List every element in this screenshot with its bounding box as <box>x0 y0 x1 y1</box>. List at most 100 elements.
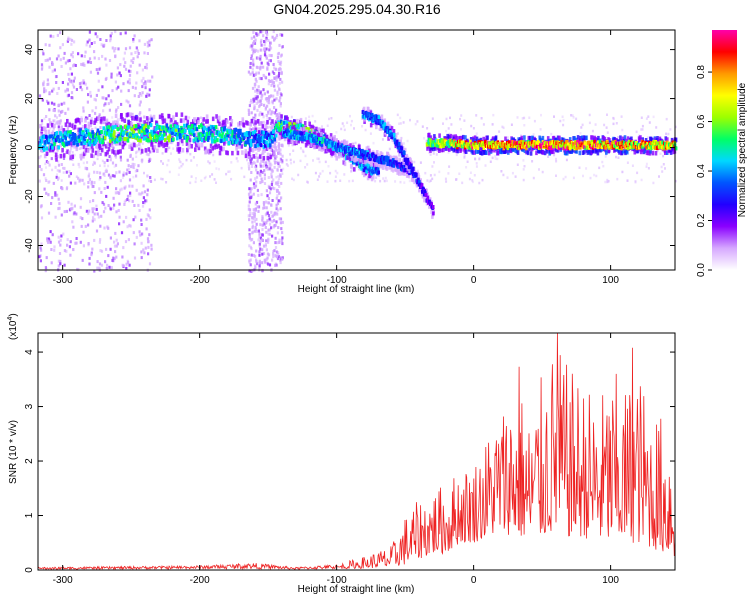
spectrogram-band-halo <box>545 149 549 154</box>
spectrogram-noise-cell <box>70 38 74 42</box>
spectrogram-noise-cell <box>260 103 263 106</box>
spectrogram-noise-cell <box>250 165 253 168</box>
spectrogram-band-cell <box>95 138 98 143</box>
spectrogram-band-cell <box>279 122 282 127</box>
spectrogram-band-cell <box>363 150 366 155</box>
spectrogram-speckle-cell <box>674 125 677 129</box>
spectrogram-speckle-cell <box>502 173 505 177</box>
spectrogram-band-cell <box>143 130 147 135</box>
spectrogram-band-halo <box>367 107 370 112</box>
spectrogram-speckle-cell <box>655 126 658 129</box>
spectrogram-noise-cell <box>264 75 267 79</box>
spectrogram-band-halo <box>222 146 225 152</box>
spectrogram-noise-cell <box>258 103 261 107</box>
spectrogram-speckle-cell <box>469 171 472 174</box>
spectrogram-speckle-cell <box>646 136 649 139</box>
spectrogram-speckle-cell <box>134 170 137 173</box>
spectrogram-noise-cell <box>47 101 50 105</box>
spectrogram-speckle-cell <box>243 175 246 179</box>
spectrogram-noise-cell <box>42 80 45 84</box>
spectrogram-band-cell <box>431 205 435 209</box>
spectrogram-noise-cell <box>94 32 97 36</box>
spectrogram-noise-cell <box>140 241 143 245</box>
spectrogram-speckle-cell <box>431 165 434 168</box>
spectrogram-band-cell <box>274 133 278 138</box>
spectrogram-noise-cell <box>139 192 142 196</box>
spectrogram-band-cell <box>389 130 392 135</box>
spectrogram-noise-cell <box>53 68 56 72</box>
spectrogram-band-halo <box>271 119 274 124</box>
spectrogram-band-halo <box>152 147 156 153</box>
spectrogram-band-halo <box>229 116 232 121</box>
spectrogram-band-halo <box>328 148 332 153</box>
spectrogram-noise-cell <box>261 164 264 168</box>
spectrogram-noise-cell <box>139 111 142 115</box>
spectrogram-noise-cell <box>68 174 71 178</box>
spectrogram-noise-cell <box>250 98 253 102</box>
spectrogram-speckle-cell <box>321 125 323 128</box>
spectrogram-noise-cell <box>102 172 105 176</box>
spectrogram-noise-cell <box>107 226 110 230</box>
spectrogram-band-halo <box>160 142 163 147</box>
spectrogram-noise-cell <box>55 175 58 179</box>
spectrogram-band-cell <box>397 141 401 146</box>
spectrogram-band-cell <box>71 135 75 140</box>
spectrogram-band-halo <box>168 119 172 124</box>
spectrogram-noise-cell <box>273 88 276 92</box>
spectrogram-noise-cell <box>83 182 86 186</box>
spectrogram-band-cell <box>403 151 406 155</box>
spectrogram-band-cell <box>69 134 72 139</box>
spectrogram-band-cell <box>143 125 146 130</box>
spectrogram-speckle-cell <box>266 117 269 120</box>
spectrogram-band-cell <box>124 124 128 129</box>
spectrogram-speckle-cell <box>289 153 291 156</box>
spectrogram-band-halo <box>353 167 356 172</box>
spectrogram-noise-cell <box>257 89 260 93</box>
spectrogram-band-cell <box>256 143 260 148</box>
spectrogram-band-halo <box>286 116 289 122</box>
spectrogram-speckle-cell <box>179 151 182 154</box>
spectrogram-noise-cell <box>271 145 274 149</box>
spectrogram-band-halo <box>282 126 286 131</box>
spectrogram-noise-cell <box>276 92 279 96</box>
spectrogram-noise-cell <box>259 247 262 251</box>
spectrogram-noise-cell <box>281 220 284 224</box>
spectrogram-speckle-cell <box>39 155 42 158</box>
spectrogram-noise-cell <box>105 247 108 251</box>
spectrogram-band-cell <box>52 139 56 144</box>
spectrogram-noise-cell <box>137 52 140 55</box>
spectrogram-band-halo <box>448 147 451 152</box>
spectrogram-noise-cell <box>269 59 272 63</box>
spectrogram-noise-cell <box>133 256 137 260</box>
spectrogram-speckle-cell <box>421 125 424 128</box>
spectrogram-band-halo <box>302 126 306 132</box>
spectrogram-noise-cell <box>254 254 257 258</box>
spectrogram-noise-cell <box>77 52 80 56</box>
spectrogram-speckle-cell <box>433 173 436 177</box>
spectrogram-band-cell <box>73 140 76 145</box>
spectrogram-noise-cell <box>109 158 112 162</box>
spectrogram-band-halo <box>423 197 426 203</box>
spectrogram-noise-cell <box>260 193 263 197</box>
spectrogram-noise-cell <box>135 151 138 155</box>
spectrogram-band-halo <box>410 160 413 165</box>
spectrogram-band-halo <box>250 118 254 124</box>
spectrogram-noise-cell <box>281 160 284 164</box>
spectrogram-band-halo <box>197 120 200 125</box>
spectrogram-band-halo <box>520 135 524 141</box>
spectrogram-noise-cell <box>129 69 132 73</box>
spectrogram-speckle-cell <box>604 180 607 184</box>
spectrogram-band-cell <box>357 153 361 158</box>
spectrogram-band-cell <box>200 138 204 143</box>
spectrogram-noise-cell <box>88 44 92 48</box>
spectrogram-noise-cell <box>256 159 259 163</box>
spectrogram-band-halo <box>326 146 330 152</box>
spectrogram-band-cell <box>146 138 150 143</box>
spectrogram-band-halo <box>163 142 166 148</box>
spectrogram-speckle-cell <box>81 144 84 147</box>
spectrogram-band-cell <box>147 125 150 130</box>
spectrogram-band-halo <box>258 154 262 159</box>
spectrogram-noise-cell <box>257 127 260 131</box>
spectrogram-band-cell <box>301 124 305 129</box>
spectrogram-band-halo <box>389 156 393 161</box>
